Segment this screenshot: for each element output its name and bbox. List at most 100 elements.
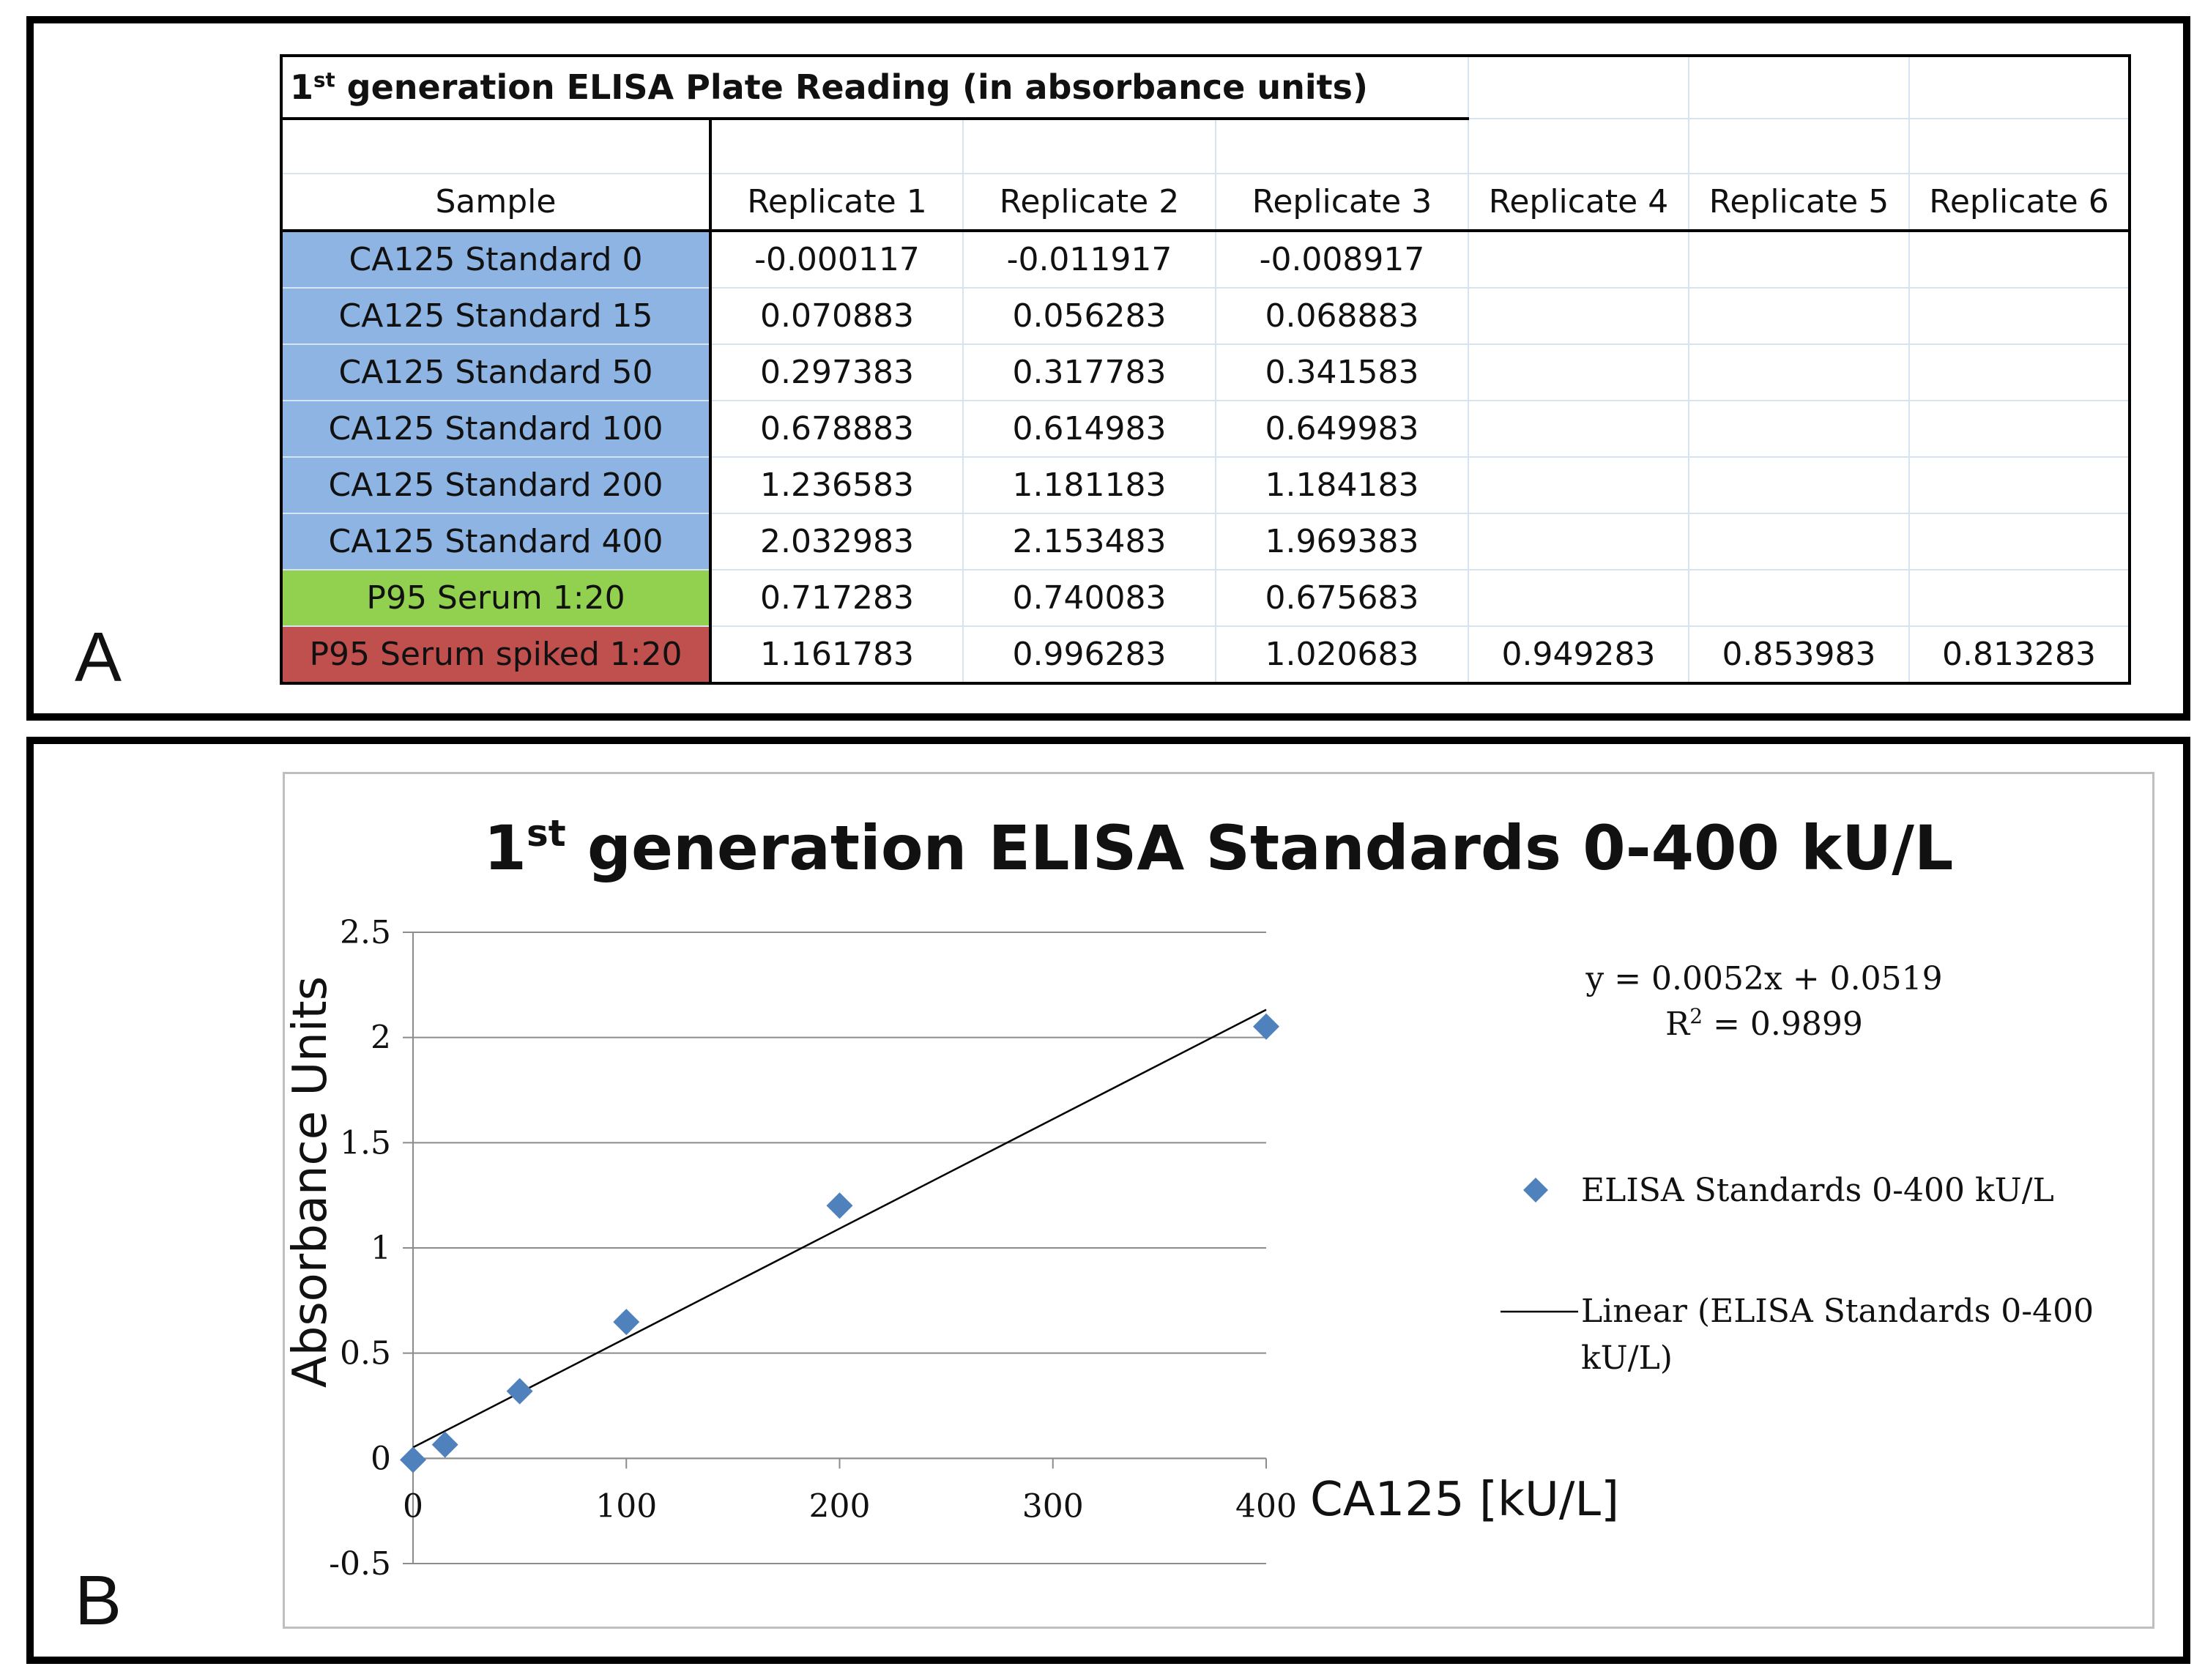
table-row: CA125 Standard 50 0.297383 0.317783 0.34158… bbox=[280, 343, 2131, 401]
data-point bbox=[613, 1309, 640, 1336]
value-cell: 0.813283 bbox=[1908, 625, 2131, 685]
value-cell: 0.740083 bbox=[962, 569, 1216, 627]
column-header: Sample bbox=[280, 173, 712, 232]
x-tick-label: 100 bbox=[595, 1487, 657, 1525]
value-cell bbox=[1468, 569, 1689, 627]
value-cell bbox=[1688, 400, 1910, 458]
value-cell: 0.649983 bbox=[1215, 400, 1469, 458]
chart-title-sup: st bbox=[527, 812, 566, 855]
panel-letter-b: B bbox=[75, 1561, 122, 1640]
sample-cell: CA125 Standard 15 bbox=[280, 287, 712, 345]
table-cell bbox=[1688, 118, 1910, 174]
y-tick-label: 1.5 bbox=[340, 1124, 391, 1161]
table-title: 1st generation ELISA Plate Reading (in a… bbox=[280, 54, 1469, 120]
trendline-equation: y = 0.0052x + 0.0519 bbox=[1585, 960, 1942, 997]
data-point bbox=[826, 1192, 853, 1219]
value-cell: 0.853983 bbox=[1688, 625, 1910, 685]
data-point bbox=[1253, 1013, 1279, 1040]
y-tick-label: -0.5 bbox=[329, 1545, 391, 1583]
value-cell bbox=[1688, 230, 1910, 289]
r2-value: = 0.9899 bbox=[1703, 1006, 1863, 1043]
value-cell bbox=[1908, 230, 2131, 289]
table-cell bbox=[1688, 54, 1910, 119]
sample-cell: CA125 Standard 200 bbox=[280, 456, 712, 514]
value-cell: 0.056283 bbox=[962, 287, 1216, 345]
table-row: P95 Serum spiked 1:20 1.161783 0.996283 1.0… bbox=[280, 625, 2131, 685]
legend-label-trendline-cont: kU/L) bbox=[1581, 1339, 1673, 1377]
value-cell bbox=[1908, 456, 2131, 514]
value-cell bbox=[1688, 456, 1910, 514]
column-header: Replicate 2 bbox=[962, 173, 1216, 232]
value-cell: 1.161783 bbox=[710, 625, 964, 685]
value-cell: 0.949283 bbox=[1468, 625, 1689, 685]
chart-title-rest: generation ELISA Standards 0-400 kU/L bbox=[566, 812, 1954, 884]
x-tick-label: 0 bbox=[403, 1487, 423, 1525]
table-row: P95 Serum 1:20 0.717283 0.740083 0.675683 bbox=[280, 569, 2131, 627]
sample-cell: CA125 Standard 0 bbox=[280, 230, 712, 289]
value-cell: 0.070883 bbox=[710, 287, 964, 345]
value-cell: 1.969383 bbox=[1215, 513, 1469, 570]
x-tick-label: 200 bbox=[809, 1487, 871, 1525]
table-cell bbox=[962, 118, 1216, 174]
table-title-rest: generation ELISA Plate Reading (in absor… bbox=[335, 67, 1368, 107]
value-cell: -0.008917 bbox=[1215, 230, 1469, 289]
table-row: CA125 Standard 0 -0.000117 -0.011917 -0.008… bbox=[280, 230, 2131, 289]
sample-cell: P95 Serum spiked 1:20 bbox=[280, 625, 712, 685]
table-cell bbox=[280, 118, 712, 174]
value-cell bbox=[1908, 400, 2131, 458]
x-tick-label: 400 bbox=[1235, 1487, 1297, 1525]
value-cell: 0.675683 bbox=[1215, 569, 1469, 627]
value-cell bbox=[1468, 456, 1689, 514]
table-row: CA125 Standard 400 2.032983 2.153483 1.9693… bbox=[280, 513, 2131, 570]
value-cell bbox=[1468, 230, 1689, 289]
data-point bbox=[506, 1378, 533, 1405]
sample-cell: CA125 Standard 100 bbox=[280, 400, 712, 458]
chart-title-main: 1 bbox=[484, 812, 527, 884]
sample-cell: P95 Serum 1:20 bbox=[280, 569, 712, 627]
value-cell bbox=[1908, 343, 2131, 401]
column-header: Replicate 5 bbox=[1688, 173, 1910, 232]
column-header: Replicate 1 bbox=[710, 173, 964, 232]
value-cell: 0.614983 bbox=[962, 400, 1216, 458]
value-cell bbox=[1688, 343, 1910, 401]
column-header: Replicate 4 bbox=[1468, 173, 1689, 232]
legend-label-trendline: Linear (ELISA Standards 0-400 bbox=[1581, 1293, 2094, 1330]
value-cell bbox=[1468, 343, 1689, 401]
table-cell bbox=[1468, 54, 1689, 119]
value-cell bbox=[1688, 513, 1910, 570]
elisa-plate-table: 1st generation ELISA Plate Reading (in a… bbox=[280, 54, 2131, 685]
column-header: Replicate 6 bbox=[1908, 173, 2131, 232]
data-point bbox=[431, 1431, 458, 1458]
r2-sup: 2 bbox=[1689, 1004, 1703, 1028]
legend-marker-diamond bbox=[1523, 1178, 1548, 1203]
trendline-r2: R2 = 0.9899 bbox=[1665, 1004, 1863, 1043]
table-row: CA125 Standard 100 0.678883 0.614983 0.6499… bbox=[280, 400, 2131, 458]
value-cell bbox=[1468, 400, 1689, 458]
value-cell: 2.032983 bbox=[710, 513, 964, 570]
panel-a: 1st generation ELISA Plate Reading (in a… bbox=[26, 16, 2190, 721]
value-cell: 0.068883 bbox=[1215, 287, 1469, 345]
value-cell: -0.011917 bbox=[962, 230, 1216, 289]
value-cell bbox=[1908, 513, 2131, 570]
sample-cell: CA125 Standard 400 bbox=[280, 513, 712, 570]
y-tick-label: 0 bbox=[371, 1440, 391, 1477]
table-title-main: 1 bbox=[290, 67, 314, 107]
r2-label: R bbox=[1665, 1006, 1691, 1043]
value-cell: 0.717283 bbox=[710, 569, 964, 627]
value-cell: 0.341583 bbox=[1215, 343, 1469, 401]
table-cell bbox=[1908, 118, 2131, 174]
y-tick-label: 2.5 bbox=[340, 914, 391, 951]
value-cell: 0.678883 bbox=[710, 400, 964, 458]
value-cell bbox=[1688, 287, 1910, 345]
table-cell bbox=[1468, 118, 1689, 174]
x-axis-label: CA125 [kU/L] bbox=[1310, 1473, 1619, 1527]
y-axis-label: Absorbance Units bbox=[285, 976, 338, 1388]
table-blank-row bbox=[280, 118, 2131, 174]
value-cell: 1.236583 bbox=[710, 456, 964, 514]
legend-label-series: ELISA Standards 0-400 kU/L bbox=[1581, 1172, 2054, 1209]
panel-letter-a: A bbox=[75, 618, 122, 696]
y-tick-label: 0.5 bbox=[340, 1335, 391, 1372]
value-cell: 2.153483 bbox=[962, 513, 1216, 570]
